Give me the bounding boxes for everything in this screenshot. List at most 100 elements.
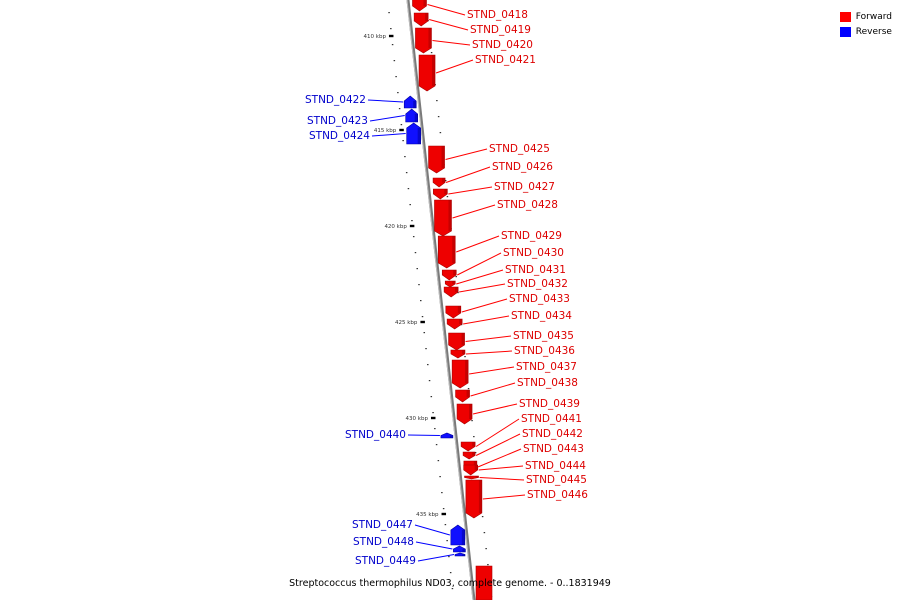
major-tick bbox=[430, 416, 436, 420]
legend-reverse-label: Reverse bbox=[855, 26, 892, 37]
reverse-label-leader bbox=[415, 541, 453, 550]
minor-tick-left bbox=[390, 28, 392, 30]
minor-tick-left bbox=[421, 316, 424, 318]
reverse-gene-arrow-shade bbox=[461, 530, 465, 545]
minor-tick-right bbox=[444, 180, 447, 182]
forward-gene-arrow-shade bbox=[455, 287, 459, 292]
minor-tick-right bbox=[457, 292, 459, 294]
forward-label-leader bbox=[456, 269, 504, 285]
forward-gene-label: STND_0426 bbox=[492, 161, 553, 173]
forward-gene-label: STND_0419 bbox=[470, 24, 531, 36]
reverse-gene-label: STND_0422 bbox=[305, 94, 366, 106]
reverse-gene-arrow-shade bbox=[417, 128, 421, 144]
minor-tick-left bbox=[405, 172, 408, 174]
forward-label-leader bbox=[469, 366, 515, 375]
major-tick bbox=[399, 128, 404, 132]
minor-tick-left bbox=[411, 220, 413, 222]
forward-gene-arrow-shade bbox=[428, 28, 432, 48]
reverse-label-leader bbox=[407, 434, 440, 436]
minor-tick-left bbox=[414, 252, 417, 254]
forward-gene-label: STND_0441 bbox=[521, 413, 582, 425]
legend-item-forward: Forward bbox=[839, 9, 892, 24]
forward-gene-label: STND_0421 bbox=[475, 54, 536, 66]
forward-label-leader bbox=[459, 283, 506, 293]
reverse-label-leader bbox=[371, 133, 406, 137]
axis-tick-label: 435 kbp bbox=[416, 512, 439, 518]
forward-gene-label: STND_0434 bbox=[511, 310, 572, 322]
minor-tick-left bbox=[428, 380, 431, 382]
minor-tick-left bbox=[391, 44, 394, 46]
minor-tick-left bbox=[397, 92, 399, 94]
forward-gene-arrow-shade bbox=[453, 270, 457, 275]
reverse-gene-label: STND_0447 bbox=[352, 519, 413, 531]
forward-label-leader bbox=[475, 418, 520, 447]
forward-gene-arrow-shade bbox=[444, 189, 448, 194]
forward-gene-label: STND_0443 bbox=[523, 443, 584, 455]
forward-gene-arrow-shade bbox=[459, 319, 463, 324]
forward-label-leader bbox=[477, 448, 522, 468]
axis-tick-label: 430 kbp bbox=[406, 416, 429, 422]
minor-tick-left bbox=[407, 188, 410, 190]
forward-label-leader bbox=[472, 403, 518, 415]
minor-tick-right bbox=[481, 516, 484, 518]
minor-tick-right bbox=[467, 388, 470, 390]
reverse-gene-label: STND_0440 bbox=[345, 429, 406, 441]
minor-tick-left bbox=[432, 412, 434, 414]
reverse-gene-label: STND_0423 bbox=[307, 115, 368, 127]
forward-gene-label: STND_0444 bbox=[525, 460, 586, 472]
forward-gene-label: STND_0432 bbox=[507, 278, 568, 290]
forward-gene-arrow-shade bbox=[432, 55, 436, 86]
axis-tick-label: 410 kbp bbox=[364, 34, 387, 40]
minor-tick-right bbox=[436, 100, 438, 102]
forward-label-leader bbox=[475, 433, 521, 456]
minor-tick-left bbox=[416, 268, 418, 270]
forward-gene-arrow-shade bbox=[469, 404, 473, 419]
minor-tick-right bbox=[487, 564, 489, 566]
forward-gene-arrow-shade bbox=[478, 480, 482, 513]
minor-tick-left bbox=[437, 460, 440, 462]
minor-tick-left bbox=[449, 572, 452, 574]
axis-tick-label: 420 kbp bbox=[384, 224, 407, 230]
minor-tick-right bbox=[430, 52, 433, 54]
forward-gene-label: STND_0438 bbox=[517, 377, 578, 389]
legend-item-reverse: Reverse bbox=[839, 24, 892, 39]
minor-tick-right bbox=[464, 356, 466, 358]
forward-gene-label: STND_0439 bbox=[519, 398, 580, 410]
forward-gene-arrow-shade bbox=[473, 461, 477, 468]
genome-caption: Streptococcus thermophilus ND03, complet… bbox=[289, 578, 611, 589]
minor-tick-left bbox=[435, 444, 438, 446]
reverse-label-leader bbox=[417, 554, 455, 562]
reverse-label-leader bbox=[369, 115, 405, 122]
minor-tick-left bbox=[412, 236, 415, 238]
forward-gene-arrow-shade bbox=[474, 465, 478, 470]
minor-tick-left bbox=[442, 508, 445, 510]
axis-tick-label: 425 kbp bbox=[395, 320, 418, 326]
forward-gene-arrow bbox=[412, 0, 427, 12]
forward-gene-label: STND_0420 bbox=[472, 39, 533, 51]
minor-tick-left bbox=[400, 124, 403, 126]
forward-label-leader bbox=[445, 166, 491, 183]
minor-tick-left bbox=[446, 540, 448, 542]
minor-tick-left bbox=[402, 140, 404, 142]
forward-gene-label: STND_0418 bbox=[467, 9, 528, 21]
reverse-swatch bbox=[839, 26, 851, 37]
forward-gene-label: STND_0431 bbox=[505, 264, 566, 276]
reverse-gene-arrow-shade bbox=[461, 554, 465, 556]
forward-label-leader bbox=[465, 335, 512, 342]
forward-gene-arrow-shade bbox=[465, 360, 469, 383]
forward-gene-arrow-shade bbox=[442, 178, 446, 183]
forward-gene-arrow-shade bbox=[452, 236, 456, 263]
reverse-label-leader bbox=[367, 99, 404, 103]
minor-tick-right bbox=[473, 436, 475, 438]
forward-gene-label: STND_0446 bbox=[527, 489, 588, 501]
major-tick bbox=[441, 512, 447, 516]
minor-tick-left bbox=[441, 492, 443, 494]
forward-label-leader bbox=[456, 235, 500, 253]
forward-gene-label: STND_0437 bbox=[516, 361, 577, 373]
forward-gene-label: STND_0428 bbox=[497, 199, 558, 211]
backbone-highlight bbox=[406, 0, 474, 600]
minor-tick-left bbox=[418, 284, 420, 286]
forward-gene-label: STND_0433 bbox=[509, 293, 570, 305]
forward-label-leader bbox=[448, 186, 493, 195]
forward-label-leader bbox=[479, 477, 525, 481]
